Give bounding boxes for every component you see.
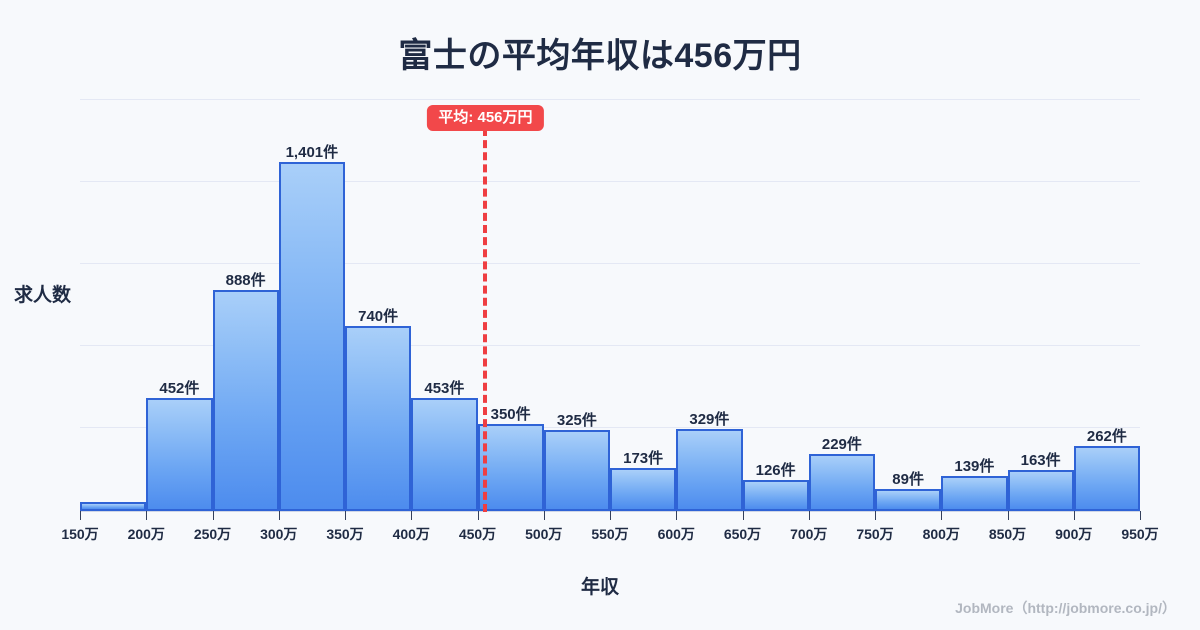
bar <box>146 398 213 511</box>
bar-value-label: 163件 <box>1020 452 1061 470</box>
bar-value-label: 89件 <box>892 470 924 488</box>
watermark: JobMore（http://jobmore.co.jp/） <box>955 600 1176 616</box>
x-axis-tick <box>411 511 413 520</box>
bar-value-label: 350件 <box>490 405 531 423</box>
bar <box>477 423 544 511</box>
bar-value-label: 1,401件 <box>285 143 339 161</box>
bar <box>212 289 279 511</box>
bar <box>80 502 147 511</box>
bar <box>742 479 809 511</box>
x-axis-tick <box>477 511 479 520</box>
x-axis-tick-label: 650万 <box>723 526 762 542</box>
x-axis-tick-label: 400万 <box>392 526 430 542</box>
bar <box>610 467 677 511</box>
x-axis-tick <box>742 511 744 520</box>
bar <box>411 398 478 511</box>
x-axis-tick-label: 750万 <box>856 526 894 542</box>
x-axis-tick-label: 550万 <box>591 526 629 542</box>
average-badge: 平均: 456万円 <box>427 105 544 132</box>
x-axis-tick-label: 950万 <box>1121 526 1159 542</box>
x-axis-tick-label: 700万 <box>790 526 828 542</box>
x-axis-tick <box>1007 511 1009 520</box>
x-axis-tick-label: 350万 <box>326 526 364 542</box>
x-axis-tick-label: 800万 <box>922 526 960 542</box>
x-axis-tick <box>345 511 346 520</box>
bar <box>345 326 412 511</box>
x-axis-tick-label: 500万 <box>525 526 563 542</box>
bar <box>543 429 610 511</box>
gridline <box>80 427 1140 428</box>
bar-value-label: 740件 <box>358 308 399 326</box>
x-axis-tick <box>543 511 545 520</box>
x-axis-tick-label: 200万 <box>127 526 165 542</box>
bar-value-label: 453件 <box>424 380 465 398</box>
gridline <box>80 181 1140 182</box>
bar <box>875 488 942 511</box>
bar-value-label: 173件 <box>623 449 664 467</box>
x-axis-title: 年収 <box>580 577 619 598</box>
x-axis-tick-label: 600万 <box>657 526 695 542</box>
plot-area <box>80 92 1140 511</box>
bar-value-label: 126件 <box>755 461 796 479</box>
x-axis-tick-label: 300万 <box>260 526 298 542</box>
page-title: 富士の平均年収は456万円 <box>398 37 802 75</box>
x-axis-tick <box>278 511 280 520</box>
x-axis-tick <box>212 511 214 520</box>
bar-value-label: 888件 <box>225 271 266 289</box>
x-axis-tick-label: 250万 <box>193 526 232 542</box>
x-axis-tick-label: 450万 <box>458 526 497 542</box>
x-axis-tick <box>610 511 611 520</box>
x-axis-tick <box>941 511 943 520</box>
bar-value-label: 229件 <box>821 435 862 453</box>
average-line <box>483 128 488 512</box>
gridline <box>80 345 1140 346</box>
bar <box>278 161 345 511</box>
bar <box>808 453 875 511</box>
bar <box>1007 470 1074 511</box>
bar-value-label: 262件 <box>1086 427 1127 445</box>
x-axis-tick <box>808 511 810 520</box>
x-axis-tick-label: 850万 <box>988 526 1027 542</box>
bar-value-label: 329件 <box>689 410 730 428</box>
gridline <box>80 263 1140 264</box>
x-axis-tick <box>1140 511 1141 520</box>
x-axis-tick-label: 150万 <box>61 526 99 542</box>
y-axis-title: 求人数 <box>14 285 72 306</box>
bar-value-label: 139件 <box>954 458 995 476</box>
bar <box>1073 445 1140 511</box>
x-axis-tick <box>80 511 81 520</box>
x-axis-tick <box>875 511 876 520</box>
x-axis-tick-label: 900万 <box>1055 526 1093 542</box>
x-axis-tick <box>676 511 678 520</box>
gridline <box>80 99 1140 100</box>
bar-value-label: 325件 <box>556 411 597 429</box>
bar-value-label: 452件 <box>159 380 200 398</box>
x-axis-tick <box>146 511 148 520</box>
bar <box>941 476 1008 511</box>
x-axis-tick <box>1073 511 1075 520</box>
bar <box>676 428 743 511</box>
